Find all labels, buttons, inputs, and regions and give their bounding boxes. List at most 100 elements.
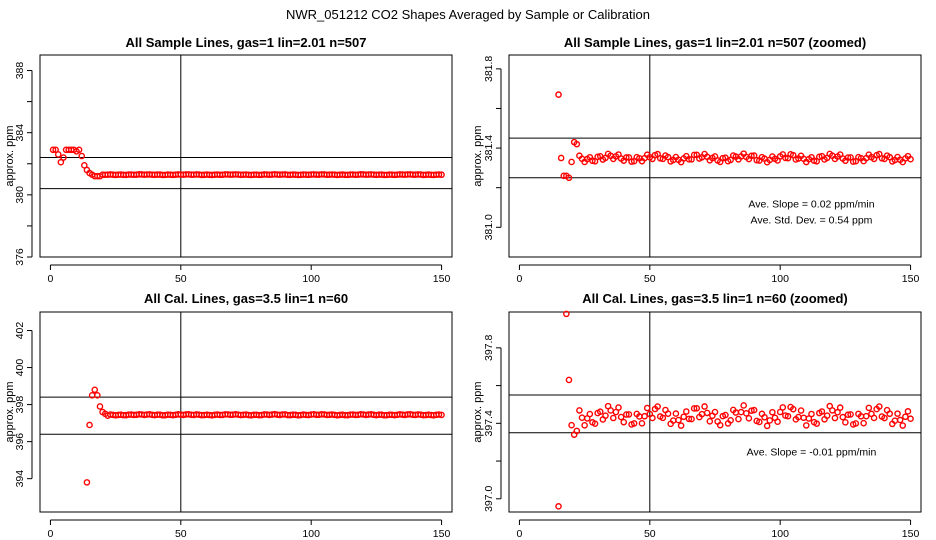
x-tick-label: 100 <box>771 528 789 540</box>
data-point <box>823 412 831 419</box>
figure-title: NWR_051212 CO2 Shapes Averaged by Sample… <box>286 7 650 22</box>
y-tick-label: 380 <box>14 186 26 204</box>
data-point <box>701 403 708 410</box>
data-point <box>719 154 727 162</box>
data-point <box>568 421 575 429</box>
y-tick-label: 384 <box>14 124 26 142</box>
y-axis-label: approx. ppm <box>472 125 484 186</box>
data-point <box>607 407 614 414</box>
data-point <box>907 415 914 423</box>
panel-all-cal-lines-zoomed: All Cal. Lines, gas=3.5 lin=1 n=60 (zoom… <box>472 291 922 540</box>
data-point <box>742 410 750 417</box>
data-point <box>875 403 883 410</box>
y-tick-label: 388 <box>14 62 26 80</box>
y-tick-label: 400 <box>14 359 26 377</box>
data-point <box>852 420 860 427</box>
annotation-text: Ave. Slope = 0.02 ppm/min <box>748 198 874 210</box>
y-tick-label: 402 <box>14 322 26 340</box>
data-point <box>706 418 714 425</box>
data-point <box>836 404 844 411</box>
x-tick-label: 0 <box>517 273 523 285</box>
data-point <box>557 154 565 162</box>
data-point <box>769 408 776 416</box>
x-tick-label: 150 <box>433 528 451 540</box>
data-point <box>94 392 101 399</box>
data-point <box>688 415 695 423</box>
y-tick-label: 397.4 <box>483 410 495 436</box>
panel-all-sample-lines: All Sample Lines, gas=1 lin=2.01 n=507 a… <box>4 35 453 285</box>
data-point <box>576 407 583 414</box>
data-point <box>711 408 719 416</box>
data-point <box>54 151 62 158</box>
data-point <box>649 414 656 422</box>
data-point <box>623 411 630 418</box>
panel-all-cal-lines: All Cal. Lines, gas=3.5 lin=1 n=60 appro… <box>4 291 453 540</box>
data-point <box>623 154 630 161</box>
data-point <box>750 406 758 414</box>
data-point <box>565 376 573 384</box>
data-point <box>60 154 67 161</box>
data-point <box>899 422 907 429</box>
data-point <box>829 407 836 414</box>
data-point <box>703 409 711 417</box>
x-tick-label: 100 <box>302 273 320 285</box>
data-point <box>630 420 638 427</box>
data-point <box>615 404 622 411</box>
data-point <box>596 408 604 416</box>
data-point <box>581 421 588 429</box>
data-point <box>435 411 443 418</box>
data-point <box>904 408 912 415</box>
y-tick-label: 394 <box>14 470 26 488</box>
data-point <box>844 154 852 161</box>
data-point <box>779 404 787 411</box>
y-axis-label: approx. ppm <box>472 381 484 442</box>
data-point <box>96 403 104 410</box>
data-point <box>568 158 575 166</box>
panel-title: All Cal. Lines, gas=3.5 lin=1 n=60 <box>144 291 348 306</box>
data-point <box>617 413 625 421</box>
data-point <box>57 158 65 166</box>
data-point <box>672 410 680 417</box>
x-tick-label: 50 <box>175 273 187 285</box>
panel-title: All Sample Lines, gas=1 lin=2.01 n=507 <box>126 35 367 50</box>
data-point <box>782 154 789 162</box>
data-point <box>594 153 601 161</box>
data-point <box>659 414 667 422</box>
data-point <box>766 417 774 424</box>
data-point <box>573 427 581 435</box>
data-point <box>586 410 594 418</box>
data-point <box>438 171 445 179</box>
data-point <box>896 416 904 424</box>
data-point <box>620 418 628 426</box>
data-point <box>677 422 685 429</box>
data-point <box>641 412 648 420</box>
x-tick-label: 50 <box>175 528 187 540</box>
data-point <box>797 407 805 414</box>
data-point <box>52 146 59 154</box>
data-point <box>81 162 88 169</box>
y-tick-label: 381.4 <box>483 135 495 161</box>
data-point <box>862 412 870 420</box>
y-tick-label: 397.8 <box>483 335 495 361</box>
data-point <box>813 420 820 427</box>
x-tick-label: 100 <box>302 528 320 540</box>
data-point <box>716 421 724 429</box>
data-point <box>847 411 854 418</box>
data-point <box>818 408 826 415</box>
x-tick-label: 0 <box>48 273 54 285</box>
panel-title: All Cal. Lines, gas=3.5 lin=1 n=60 (zoom… <box>582 291 848 306</box>
data-point <box>870 414 878 422</box>
x-tick-label: 50 <box>644 528 656 540</box>
data-point <box>602 412 609 419</box>
data-point <box>680 413 688 421</box>
data-point <box>776 408 784 416</box>
y-tick-label: 381.0 <box>483 214 495 240</box>
panel-all-sample-lines-zoomed: All Sample Lines, gas=1 lin=2.01 n=507 (… <box>472 35 922 285</box>
data-point <box>49 146 57 154</box>
data-point <box>800 414 807 422</box>
data-point <box>802 422 810 429</box>
y-tick-label: 398 <box>14 396 26 414</box>
data-point <box>435 171 443 178</box>
x-tick-label: 100 <box>771 273 789 285</box>
data-point <box>849 158 857 165</box>
